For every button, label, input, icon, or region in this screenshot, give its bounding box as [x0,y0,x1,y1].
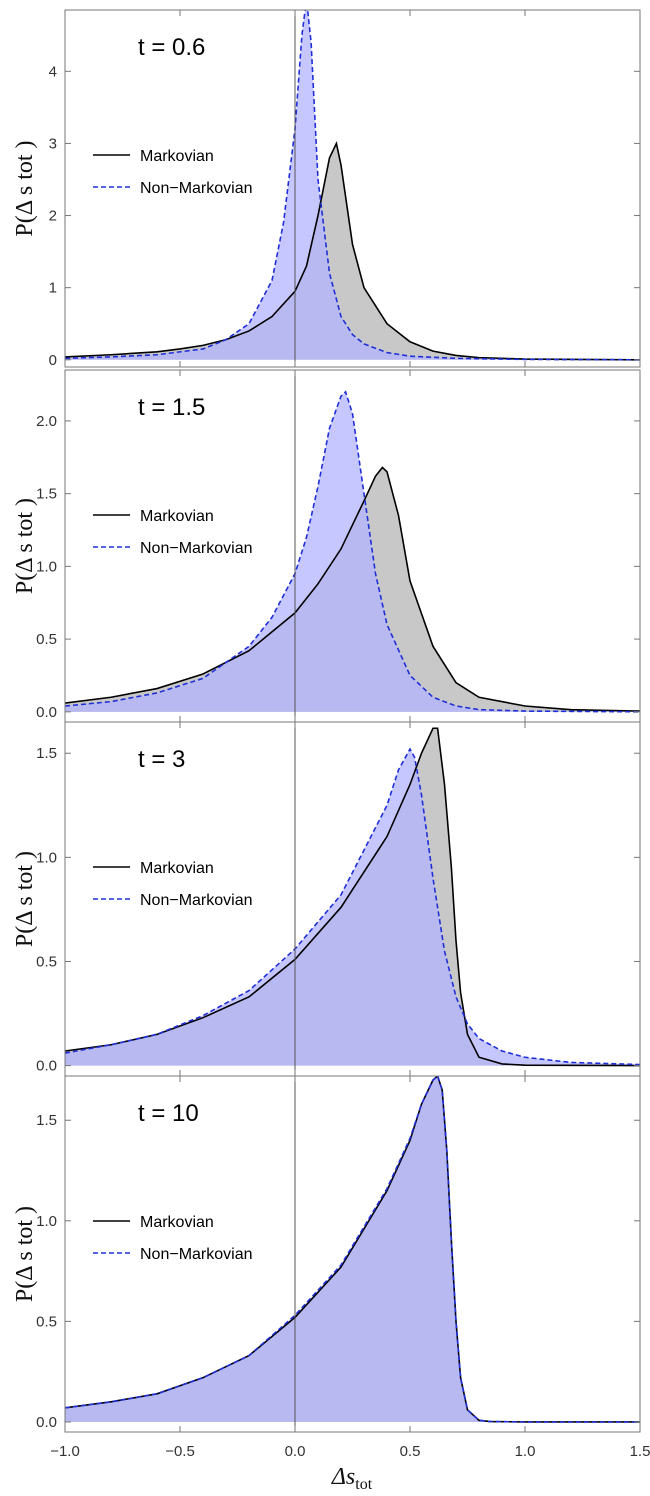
plot-area [65,727,640,1067]
y-tick-label: 0.0 [36,704,57,721]
y-tick-label: 1.0 [36,558,57,575]
series-line-markovian [65,727,640,1067]
y-tick-label: 1.5 [36,486,57,503]
panel-title: t = 10 [138,1100,199,1127]
panel-title: t = 1.5 [138,394,205,421]
panel-3: 0.0 0.5 1.0 1.5 P(Δ s tot ) t = 3 Markovian Non… [12,721,641,1077]
y-tick-label: 2.0 [36,413,57,430]
plot-area [65,1076,640,1423]
series-line-non-markovian [65,1076,640,1423]
x-axis-label-main: Δs [331,1464,355,1490]
panel-2: 0.0 0.5 1.0 1.5 2.0 P(Δ s tot ) t = 1.5 Markovi… [12,369,641,723]
x-axis-label: Δstot [331,1464,373,1493]
y-tick-label: 1.0 [36,1213,57,1230]
legend-label-non-markovian: Non−Markovian [140,540,253,557]
x-tick-label: 0.5 [400,1443,421,1460]
series-line-non-markovian [65,10,640,361]
panel-4: 0.0 0.5 1.0 1.5 P(Δ s tot ) t = 10 Markovian No… [12,1075,650,1493]
y-tick-label: 0.5 [36,1313,57,1330]
x-tick-label: 1.5 [630,1443,650,1460]
area-non-markovian [65,749,640,1066]
panel-frame [64,1075,641,1433]
x-axis-label-subscript: tot [355,1476,372,1493]
y-tick-label: 0.0 [36,1414,57,1431]
x-tick-label: −1.0 [50,1443,80,1460]
series-line-non-markovian [65,747,640,1066]
plot-area [65,10,640,361]
legend-label-non-markovian: Non−Markovian [140,892,253,909]
series-line-non-markovian [65,390,640,713]
area-non-markovian [65,391,640,712]
y-axis-label: P(Δ s tot ) [12,1206,38,1302]
x-tick-label: −0.5 [165,1443,195,1460]
y-tick-label: 4 [49,63,57,80]
legend-label-markovian: Markovian [140,148,214,165]
series-line-markovian [65,466,640,712]
series-line-markovian [65,140,640,361]
panel-frame [64,9,641,368]
x-tick-label: 1.0 [515,1443,536,1460]
plot-area [65,390,640,713]
panel-1: 0 1 2 3 4 P(Δ s tot ) t = 0.6 Markovian Non−Mark… [12,9,641,369]
legend-label-markovian: Markovian [140,1214,214,1231]
legend-label-markovian: Markovian [140,860,214,877]
panel-title: t = 0.6 [138,34,205,61]
legend-label-non-markovian: Non−Markovian [140,1246,253,1263]
y-tick-label: 1.5 [36,1112,57,1129]
y-tick-label: 1.0 [36,849,57,866]
area-markovian [65,143,640,360]
y-axis-label: P(Δ s tot ) [12,140,38,236]
y-tick-label: 0.5 [36,631,57,648]
panel-title: t = 3 [138,746,185,773]
x-tick-label: 0.0 [285,1443,306,1460]
y-tick-label: 0.0 [36,1058,57,1075]
y-tick-label: 2 [49,208,57,225]
y-tick-label: 0 [49,352,57,369]
legend-label-markovian: Markovian [140,508,214,525]
y-axis-label: P(Δ s tot ) [12,498,38,594]
y-tick-label: 0.5 [36,953,57,970]
y-tick-label: 1 [49,280,57,297]
legend-label-non-markovian: Non−Markovian [140,180,253,197]
y-tick-label: 3 [49,135,57,152]
y-axis-label: P(Δ s tot ) [12,851,38,947]
y-tick-label: 1.5 [36,745,57,762]
